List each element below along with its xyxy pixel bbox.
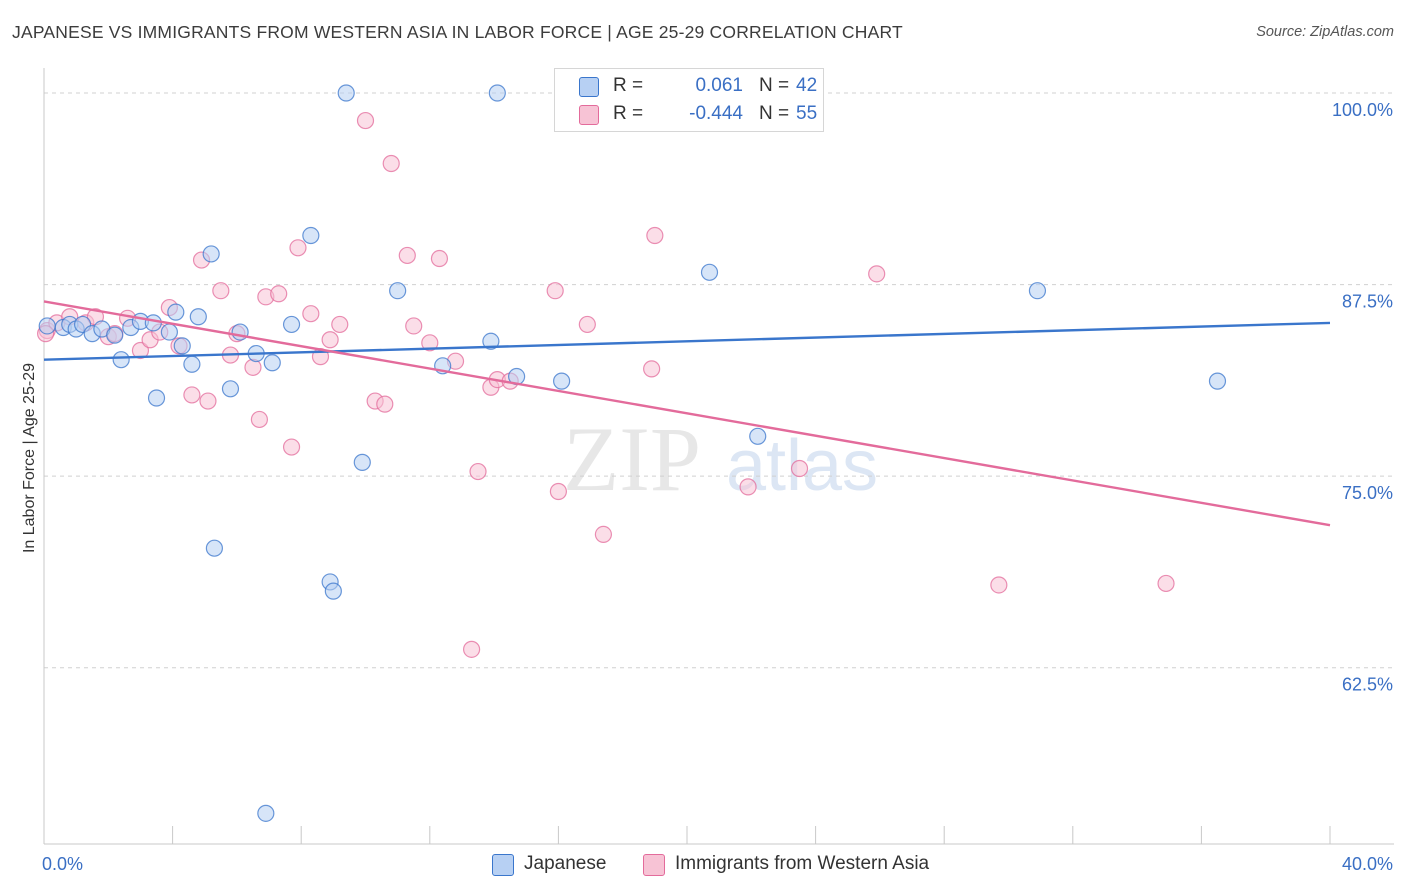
data-point (189, 308, 207, 326)
data-point (183, 355, 201, 373)
data-point (183, 386, 201, 404)
y-tick-label: 75.0% (1342, 483, 1393, 503)
data-point (382, 154, 400, 173)
legend-series: Japanese Immigrants from Western Asia (0, 852, 1406, 878)
trend-line-immigrants (43, 300, 1331, 527)
data-point (643, 360, 661, 378)
trend-lines (43, 300, 1331, 527)
data-point (700, 263, 719, 281)
data-point (594, 525, 613, 544)
data-point (578, 315, 596, 334)
data-point (289, 239, 307, 257)
legend-label-japanese: Japanese (524, 853, 607, 874)
legend-n-value: 55 (796, 103, 818, 124)
data-point (549, 482, 568, 501)
y-tick-labels: 100.0% 87.5% 75.0% 62.5% (1332, 100, 1393, 695)
data-point (221, 380, 240, 398)
x-tick-label: 0.0% (42, 854, 83, 874)
legend-swatch-immigrants (643, 854, 665, 876)
data-point (462, 640, 481, 658)
data-point (205, 539, 223, 557)
data-point (482, 332, 500, 350)
series-immigrants-western-asia (37, 111, 1175, 658)
grid-lines (44, 92, 1394, 669)
series-japanese (38, 84, 1227, 822)
data-point (302, 305, 320, 323)
data-point (263, 354, 281, 372)
data-point (469, 462, 487, 481)
data-point (1157, 574, 1175, 593)
y-tick-label: 87.5% (1342, 292, 1393, 312)
chart-title: JAPANESE VS IMMIGRANTS FROM WESTERN ASIA… (12, 22, 903, 42)
data-point (167, 303, 185, 321)
data-point (421, 334, 439, 352)
data-point (212, 282, 230, 300)
legend-n-value: 42 (796, 75, 818, 96)
data-point (106, 326, 124, 344)
data-point (488, 84, 506, 102)
data-point (546, 282, 564, 300)
watermark: ZIP atlas (563, 408, 878, 510)
data-point (1028, 282, 1047, 300)
legend-r-label: R = (613, 103, 644, 124)
data-point (868, 265, 886, 283)
data-point (270, 285, 288, 303)
y-tick-label: 100.0% (1332, 100, 1393, 120)
data-point (646, 226, 664, 245)
data-point (202, 245, 220, 263)
data-point (990, 576, 1008, 594)
legend-r-value: -0.444 (689, 103, 743, 124)
data-point (749, 427, 767, 445)
data-point (38, 317, 56, 335)
data-point (282, 438, 301, 456)
legend-swatch-immigrants (579, 105, 599, 125)
legend-swatch-japanese (579, 77, 599, 97)
data-point (356, 111, 375, 130)
data-point (257, 804, 275, 822)
data-point (353, 453, 371, 471)
data-point (131, 341, 150, 360)
data-point (389, 282, 407, 300)
data-point (739, 478, 757, 496)
data-point (790, 459, 809, 478)
data-point (282, 315, 301, 334)
legend-label-immigrants: Immigrants from Western Asia (675, 853, 930, 874)
data-point (1208, 372, 1227, 390)
data-point (173, 337, 191, 355)
legend-swatch-japanese (492, 854, 514, 876)
data-point (430, 249, 449, 268)
data-point (144, 314, 162, 332)
data-point (398, 246, 416, 265)
data-point (405, 317, 423, 335)
data-point (324, 582, 342, 600)
data-point (147, 389, 166, 407)
legend-stats: R = 0.061 N = 42 R = -0.444 N = 55 (554, 68, 824, 132)
legend-r-label: R = (613, 75, 644, 96)
y-axis-title: In Labor Force | Age 25-29 (21, 363, 38, 553)
x-tick-labels: 0.0% 40.0% (42, 854, 1393, 874)
data-point (160, 323, 178, 341)
trend-line-japanese (43, 321, 1331, 361)
data-point (376, 395, 394, 413)
data-point (553, 372, 571, 390)
data-point (250, 410, 269, 429)
legend-r-value: 0.061 (695, 75, 743, 96)
x-tick-label: 40.0% (1342, 854, 1393, 874)
data-point (321, 331, 339, 349)
watermark-zip: ZIP (563, 408, 701, 510)
legend-n-label: N = (759, 75, 790, 96)
y-tick-label: 62.5% (1342, 675, 1393, 695)
data-point (199, 392, 217, 410)
legend-n-label: N = (759, 103, 790, 124)
data-point (302, 226, 320, 245)
data-point (337, 84, 355, 102)
chart-source: Source: ZipAtlas.com (1256, 24, 1394, 40)
data-point (112, 351, 130, 369)
data-point (331, 315, 349, 334)
axes (43, 68, 1394, 845)
